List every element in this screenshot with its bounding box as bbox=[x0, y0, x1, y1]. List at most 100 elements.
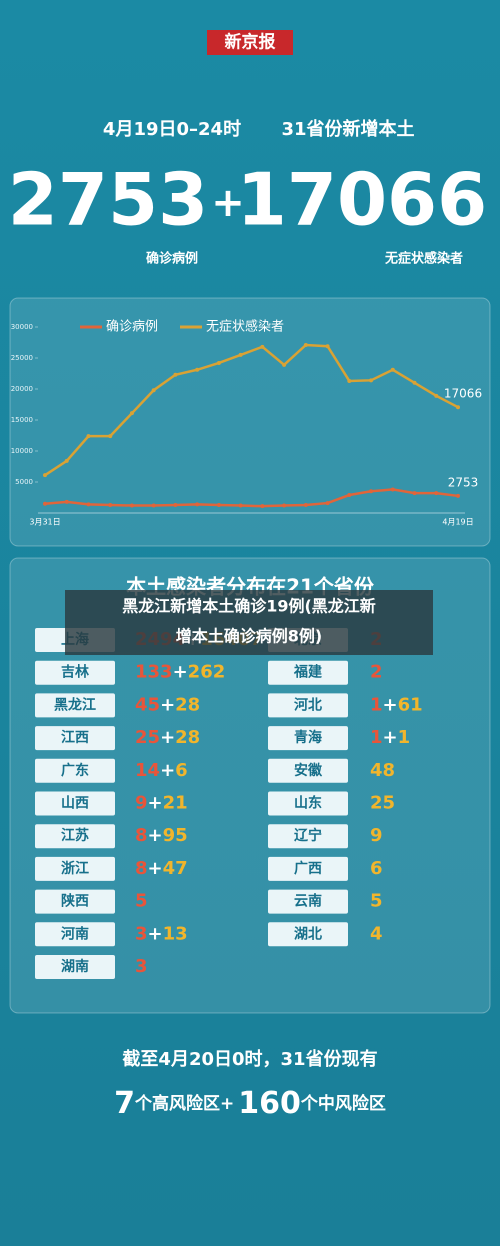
point bbox=[151, 388, 156, 393]
point bbox=[282, 362, 287, 367]
province-box bbox=[35, 758, 115, 783]
confirmed: 5 bbox=[135, 891, 148, 912]
mid-text: 个中风险区 bbox=[300, 1093, 386, 1114]
point bbox=[260, 504, 265, 509]
asymptomatic: 6 bbox=[175, 760, 188, 781]
province-box bbox=[268, 922, 348, 947]
y-tick-label: 15000 bbox=[11, 416, 33, 424]
confirmed: 9 bbox=[135, 793, 148, 814]
confirmed: 8 bbox=[135, 858, 148, 879]
scope: 31省份新增本土 bbox=[281, 118, 414, 140]
province-box bbox=[35, 856, 115, 881]
point bbox=[108, 502, 113, 507]
confirmed-total: 2753 bbox=[8, 158, 208, 242]
plus: + bbox=[148, 858, 163, 879]
caption-line: 黑龙江新增本土确诊19例(黑龙江新 bbox=[122, 597, 376, 616]
confirmed: 1 bbox=[370, 727, 383, 748]
asymptomatic-total: 17066 bbox=[237, 158, 488, 242]
counts: 14+6 bbox=[135, 760, 188, 781]
province: 湖北 bbox=[294, 926, 322, 942]
point bbox=[238, 503, 243, 508]
plus: + bbox=[160, 727, 175, 748]
province-box bbox=[35, 824, 115, 849]
asymptomatic: 25 bbox=[370, 793, 395, 814]
y-tick-label: 30000 bbox=[11, 323, 33, 331]
confirmed: 8 bbox=[135, 825, 148, 846]
point bbox=[86, 502, 91, 507]
point bbox=[195, 502, 200, 507]
point bbox=[303, 342, 308, 347]
province: 云南 bbox=[294, 893, 322, 910]
counts: 48 bbox=[370, 760, 395, 781]
point bbox=[369, 378, 374, 383]
legend-label: 无症状感染者 bbox=[206, 319, 284, 335]
counts: 5 bbox=[370, 891, 383, 912]
counts: 9 bbox=[370, 825, 383, 846]
asymptomatic: 28 bbox=[175, 694, 200, 715]
logo: 新京报 bbox=[225, 32, 276, 53]
asymptomatic: 21 bbox=[163, 793, 188, 814]
province-box bbox=[35, 693, 115, 718]
province-box bbox=[268, 660, 348, 685]
counts: 6 bbox=[370, 858, 383, 879]
y-tick-label: 5000 bbox=[15, 478, 33, 486]
province: 黑龙江 bbox=[54, 696, 96, 713]
point bbox=[325, 344, 330, 349]
footer-line: 截至4月20日0时，31省份现有 bbox=[122, 1048, 377, 1070]
point bbox=[195, 367, 200, 372]
high-count: 7 bbox=[114, 1086, 135, 1121]
counts: 9+21 bbox=[135, 793, 188, 814]
series-line bbox=[44, 343, 459, 477]
footer-risk: 7个高风险区+ 160个中风险区 bbox=[114, 1086, 386, 1121]
point bbox=[347, 378, 352, 383]
province: 河北 bbox=[294, 696, 322, 713]
point bbox=[86, 434, 91, 439]
confirmed: 3 bbox=[135, 956, 148, 977]
confirmed: 133 bbox=[135, 662, 173, 683]
point bbox=[369, 489, 374, 494]
point bbox=[64, 458, 69, 463]
point bbox=[282, 503, 287, 508]
province: 陕西 bbox=[61, 893, 89, 910]
mid-count: 160 bbox=[238, 1086, 301, 1121]
province: 山东 bbox=[294, 795, 322, 812]
province: 山西 bbox=[61, 796, 89, 812]
asymptomatic: 5 bbox=[370, 891, 383, 912]
point bbox=[260, 344, 265, 349]
point bbox=[108, 434, 113, 439]
counts: 45+28 bbox=[135, 694, 200, 715]
province: 浙江 bbox=[61, 860, 89, 877]
province-box bbox=[35, 955, 115, 979]
point bbox=[216, 360, 221, 365]
province-box bbox=[268, 693, 348, 718]
point bbox=[129, 411, 134, 416]
point bbox=[325, 501, 330, 506]
caption-box bbox=[65, 590, 433, 655]
point bbox=[43, 501, 47, 506]
counts: 5 bbox=[135, 891, 148, 912]
province-box bbox=[35, 791, 115, 816]
point bbox=[238, 352, 243, 357]
province-box bbox=[268, 856, 348, 881]
counts: 4 bbox=[370, 923, 383, 944]
counts: 3 bbox=[135, 956, 148, 977]
province: 广东 bbox=[61, 762, 89, 779]
series-line bbox=[44, 488, 459, 508]
asymptomatic: 6 bbox=[370, 858, 383, 879]
point bbox=[303, 502, 308, 507]
plus: + bbox=[383, 694, 398, 715]
province-box bbox=[35, 726, 115, 751]
asymptomatic: 1 bbox=[398, 727, 411, 748]
counts: 133+262 bbox=[135, 662, 225, 683]
confirmed: 14 bbox=[135, 760, 160, 781]
end-label: 2753 bbox=[448, 475, 479, 489]
asymptomatic: 262 bbox=[188, 662, 226, 683]
high-text: 个高风险区+ bbox=[134, 1093, 234, 1114]
period: 4月19日0–24时 bbox=[103, 119, 241, 140]
province: 辽宁 bbox=[294, 827, 322, 844]
counts: 8+95 bbox=[135, 825, 188, 846]
province: 河南 bbox=[61, 925, 89, 942]
plus: + bbox=[148, 923, 163, 944]
asymptomatic: 4 bbox=[370, 923, 383, 944]
asymptomatic: 28 bbox=[175, 727, 200, 748]
